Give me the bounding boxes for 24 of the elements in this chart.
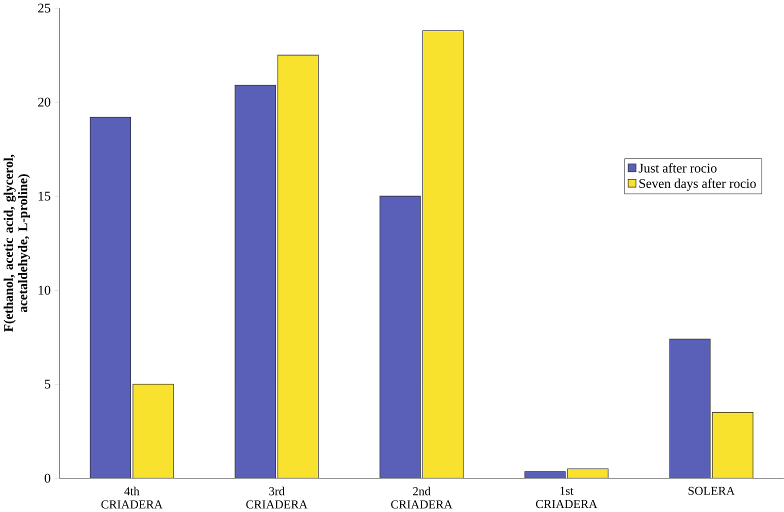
y-tick-label: 20 [38, 98, 50, 106]
y-tick-label: 15 [38, 192, 50, 200]
y-tick-label: 5 [44, 380, 50, 388]
legend-label: Just after rocio [638, 163, 717, 172]
y-tick-label: 25 [38, 4, 50, 12]
x-tick-label: 3rd CRIADERA [246, 486, 308, 508]
bar [669, 338, 711, 478]
bar [90, 116, 132, 478]
bar [132, 384, 174, 478]
x-tick-label: 2nd CRIADERA [391, 486, 452, 508]
bar [380, 196, 421, 478]
legend-label: Seven days after rocio [639, 178, 756, 191]
bar [234, 84, 276, 478]
bar [712, 412, 754, 478]
y-tick-label: 0 [44, 474, 50, 483]
bar [277, 54, 319, 478]
bar [422, 30, 464, 478]
bar [568, 468, 608, 478]
y-axis-title: F(ethanol, acetic acid, glycerol, acetaldehyde, L-proline) [4, 154, 30, 332]
x-tick-label: 4th CRIADERA [101, 486, 163, 508]
y-tick-label: 10 [38, 286, 50, 295]
x-tick-label: 1st CRIADERA [536, 486, 598, 508]
x-tick-label: SOLERA [688, 486, 735, 495]
bar [524, 472, 566, 478]
